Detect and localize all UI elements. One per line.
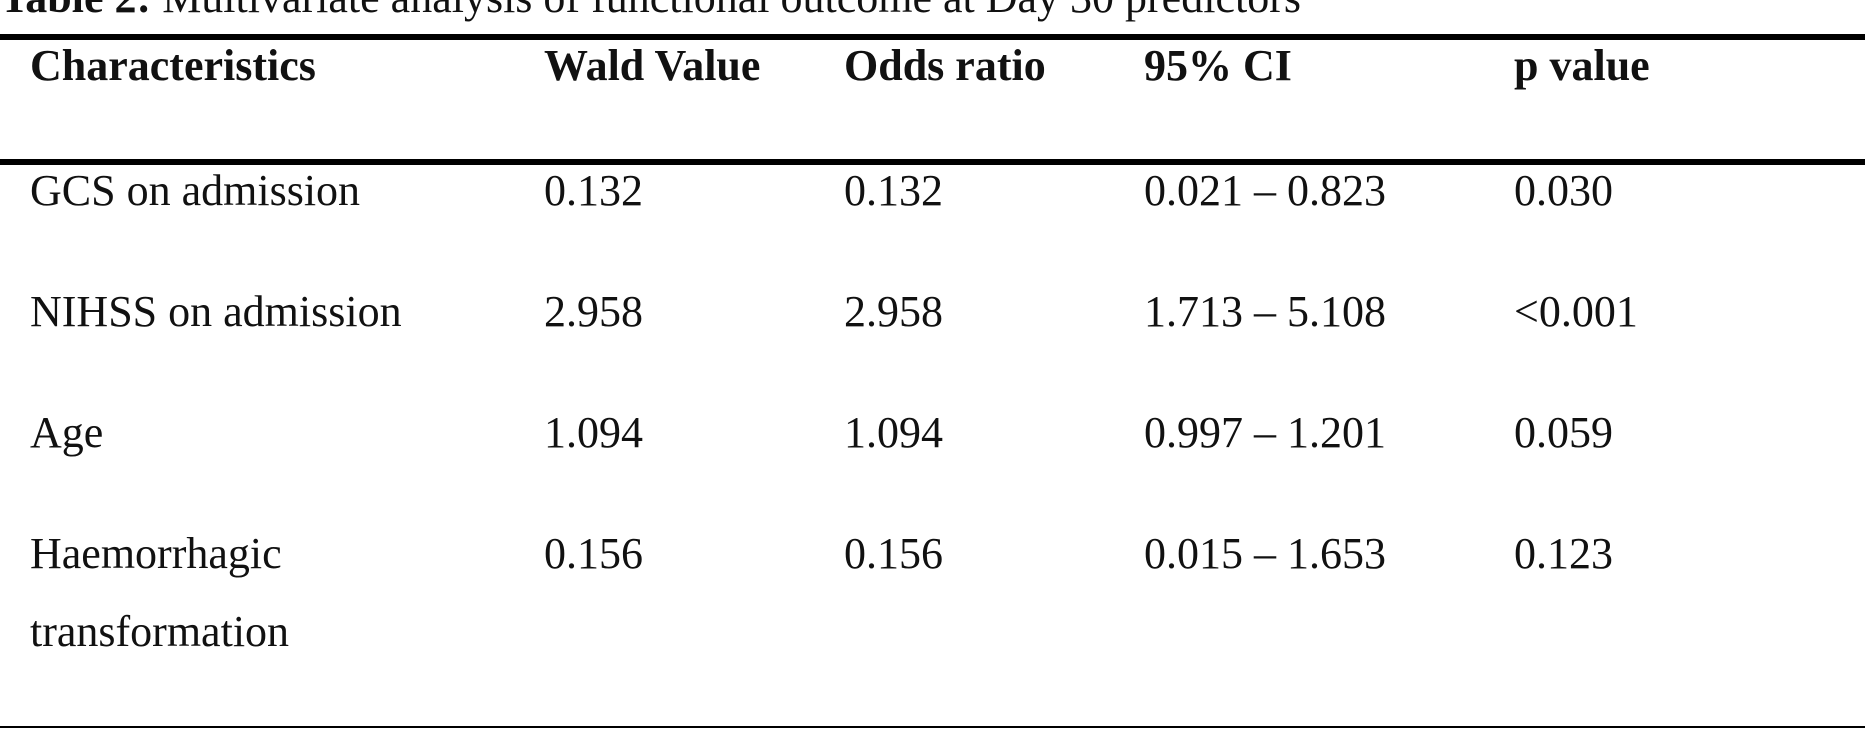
table-cell: 0.021 – 0.823 (1144, 166, 1386, 215)
bottom-rule (0, 726, 1865, 728)
table-cell: 1.713 – 5.108 (1144, 287, 1386, 336)
header-cell: Odds ratio (844, 41, 1046, 90)
table-cell: 2.958 (544, 287, 643, 336)
table-cell: 0.132 (844, 166, 943, 215)
caption-text: Multivariate analysis of functional outc… (162, 0, 1301, 22)
table-cell: 0.015 – 1.653 (1144, 529, 1386, 578)
table-cell: 0.030 (1514, 166, 1613, 215)
table-caption: Table 2: Multivariate analysis of functi… (0, 0, 1301, 28)
table-cell: 0.059 (1514, 408, 1613, 457)
header-cell: p value (1514, 41, 1650, 90)
header-cell: Wald Value (544, 41, 761, 90)
header-rule (0, 159, 1865, 165)
table-cell: 0.132 (544, 166, 643, 215)
table-cell: 1.094 (544, 408, 643, 457)
caption-label: Table 2: (0, 0, 151, 22)
table-cell: NIHSS on admission (30, 287, 402, 336)
table-cell: <0.001 (1514, 287, 1638, 336)
table-cell: 1.094 (844, 408, 943, 457)
table-cell: 0.123 (1514, 529, 1613, 578)
table-cell: 0.997 – 1.201 (1144, 408, 1386, 457)
table-cell: 0.156 (844, 529, 943, 578)
table-cell: Age (30, 408, 104, 457)
table-cell: 2.958 (844, 287, 943, 336)
table-cell: Haemorrhagic transformation (30, 529, 290, 656)
header-cell: Characteristics (30, 41, 316, 90)
table-cell: 0.156 (544, 529, 643, 578)
top-rule (0, 34, 1865, 40)
header-cell: 95% CI (1144, 41, 1292, 90)
table-cell: GCS on admission (30, 166, 361, 215)
